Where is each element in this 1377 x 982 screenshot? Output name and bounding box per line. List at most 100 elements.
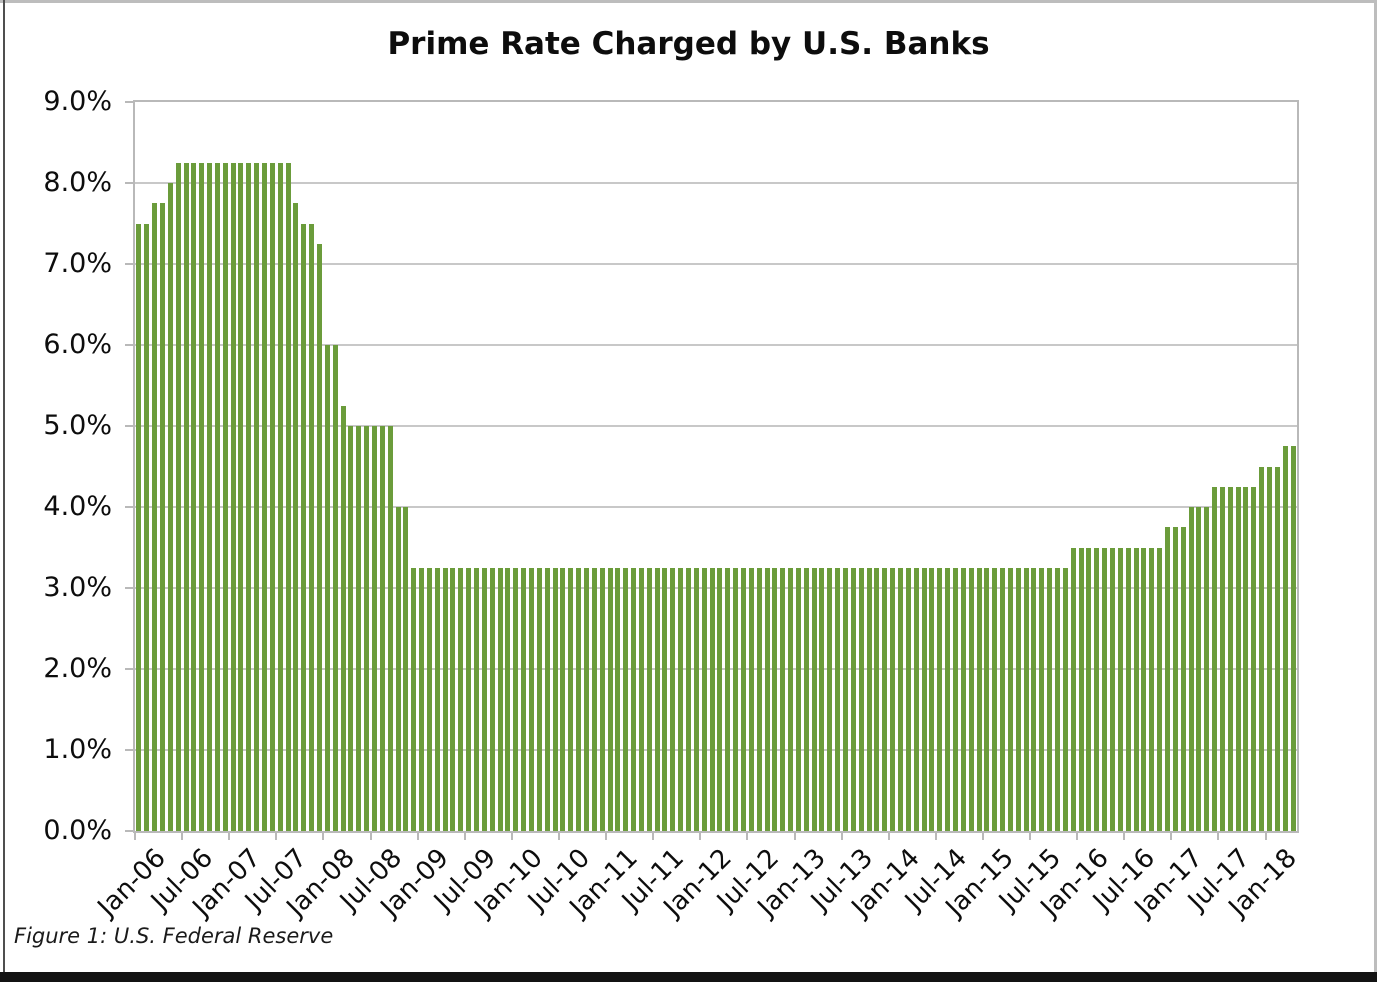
bar [521,567,527,831]
bar [1000,567,1006,831]
bar [269,162,275,831]
bar [238,162,244,831]
bar [740,567,746,831]
x-axis-tick [181,831,184,840]
y-axis-tick [125,263,135,265]
bar [576,567,582,831]
bar [866,567,872,831]
bar [505,567,511,831]
bar [230,162,236,831]
y-axis-label: 8.0% [43,167,112,198]
bar [560,567,566,831]
bar [654,567,660,831]
bar [1204,507,1210,831]
plot-area [125,100,1299,840]
bar [1172,527,1178,831]
bar [222,162,228,831]
x-axis-tick [746,831,749,840]
bar [159,203,165,831]
frame-top-border [0,0,1377,3]
bar [929,567,935,831]
y-axis-tick [125,425,135,427]
x-axis-tick [275,831,278,840]
bar [764,567,770,831]
x-axis-tick [981,831,984,840]
y-axis-tick [125,506,135,508]
bar [207,162,213,831]
bar [1212,486,1218,831]
bar [528,567,534,831]
gridline [135,668,1297,670]
bar [395,507,401,831]
y-axis-label: 4.0% [43,491,112,522]
bar [199,162,205,831]
bar [403,507,409,831]
x-axis-tick [1264,831,1267,840]
bar [638,567,644,831]
bar [411,567,417,831]
bar [976,567,982,831]
gridline [135,344,1297,346]
bar [898,567,903,831]
bar [945,567,951,831]
x-axis-tick [605,831,608,840]
bar [913,567,919,831]
bar [246,162,252,831]
bar [1055,567,1061,831]
bar [136,223,142,831]
y-axis-label: 7.0% [43,248,112,279]
gridline [135,506,1297,508]
bar [474,567,480,831]
bar [811,567,817,831]
bar [678,567,684,831]
bar [1133,547,1139,831]
bar [992,567,998,831]
bar [780,567,786,831]
x-axis-tick [652,831,655,840]
bar [1062,567,1068,831]
bar [332,345,338,831]
chart-title: Prime Rate Charged by U.S. Banks [387,26,990,62]
bar [442,567,448,831]
y-axis-tick [125,182,135,184]
bar [1078,547,1084,831]
x-axis-tick [134,831,136,840]
y-axis-label: 9.0% [43,86,112,117]
bar [709,567,715,831]
bar [631,567,637,831]
bar [481,567,487,831]
bar [921,567,927,831]
bar [1219,486,1225,831]
bar [317,243,322,831]
bar [1149,547,1155,831]
x-axis-tick [1123,831,1126,840]
bar [827,567,833,831]
x-axis-tick [887,831,890,840]
x-axis-tick [1076,831,1079,840]
bar [434,567,440,831]
bar [293,203,299,831]
bar [1164,527,1170,831]
y-axis-label: 1.0% [43,734,112,765]
bar [1196,507,1202,831]
bar [1235,486,1241,831]
bar [262,162,268,831]
bar [324,345,330,831]
bar [1031,567,1037,831]
bar [1102,547,1108,831]
y-axis-label: 6.0% [43,329,112,360]
bar [583,567,589,831]
bar [858,567,864,831]
bar [1243,486,1249,831]
bar [1290,446,1296,831]
bar [277,162,283,831]
bar [191,162,197,831]
bar [607,567,613,831]
gridline [135,425,1297,427]
frame-bottom-border [0,972,1377,982]
bar [756,567,762,831]
frame-right-border [1374,0,1377,982]
bar [450,567,456,831]
y-axis-tick [125,101,135,103]
bar [701,567,707,831]
